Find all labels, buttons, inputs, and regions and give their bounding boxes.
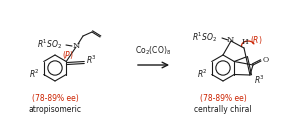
Text: (78-89% ee): (78-89% ee) — [32, 94, 78, 104]
Text: $R^1SO_2$: $R^1SO_2$ — [192, 30, 217, 44]
Text: $R^3$: $R^3$ — [86, 53, 97, 66]
Text: $R^3$: $R^3$ — [254, 74, 265, 86]
Text: H: H — [242, 38, 248, 46]
Text: N: N — [226, 36, 234, 43]
Text: $R^2$: $R^2$ — [197, 67, 208, 80]
Text: $(P)$: $(P)$ — [62, 49, 74, 61]
Text: N: N — [72, 42, 80, 50]
Text: (78-89% ee): (78-89% ee) — [200, 94, 246, 104]
Text: $R^2$: $R^2$ — [29, 67, 40, 80]
Text: centrally chiral: centrally chiral — [194, 104, 252, 114]
Text: $R^1SO_2$: $R^1SO_2$ — [37, 37, 62, 51]
Text: atropisomeric: atropisomeric — [28, 104, 82, 114]
Text: Co$_2$(CO)$_8$: Co$_2$(CO)$_8$ — [135, 45, 172, 57]
Text: O: O — [263, 56, 269, 64]
Text: $(R)$: $(R)$ — [250, 34, 262, 46]
